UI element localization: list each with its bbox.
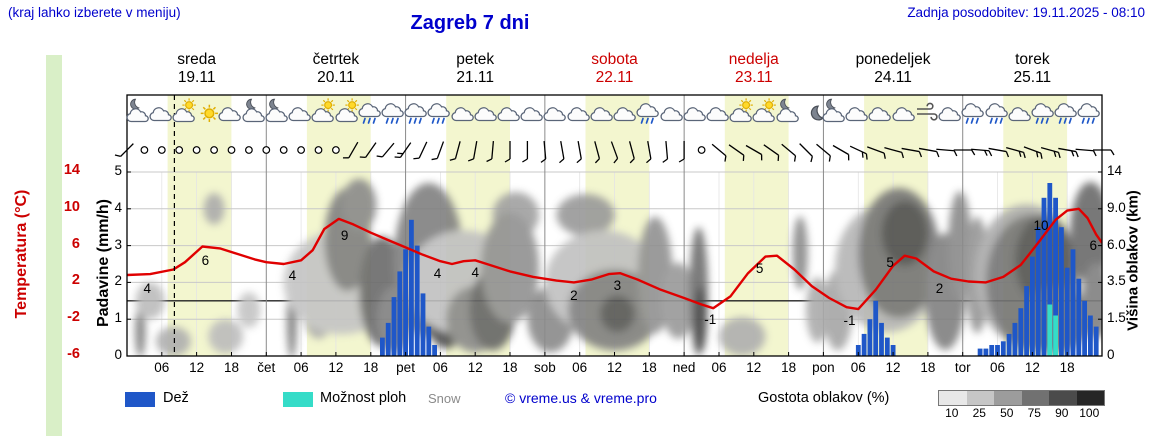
wind-barb-icon (728, 144, 745, 162)
wind-barb-icon (936, 148, 958, 157)
cloud-density-scale: 10 25 50 75 90 100 (938, 390, 1105, 420)
wind-barb-icon (901, 147, 923, 158)
wind-barb-icon (594, 141, 601, 164)
wind-barb-icon (431, 141, 445, 161)
calm-wind-icon (314, 146, 323, 154)
wind-barb-icon (522, 141, 529, 163)
wind-barb-icon (413, 141, 428, 160)
wind-barb-icon (662, 140, 669, 163)
density-swatch (1049, 391, 1077, 405)
wind-barb-icon (711, 143, 727, 162)
wind-barb-icon (1058, 147, 1079, 158)
showers-legend-label: Možnost ploh (320, 390, 407, 406)
wind-barb-icon (745, 144, 763, 161)
density-tick-label: 100 (1079, 406, 1100, 420)
density-swatch (1021, 391, 1049, 405)
density-tick-label: 10 (945, 406, 959, 420)
wind-barb-icon (540, 140, 547, 163)
calm-wind-icon (227, 146, 236, 154)
density-swatch (1076, 391, 1104, 405)
wind-barb-icon (816, 143, 831, 162)
wind-barb-icon (628, 141, 635, 164)
calm-wind-icon (332, 146, 340, 154)
wind-barb-icon (678, 141, 685, 163)
wind-barb-icon (763, 144, 780, 162)
wind-barb-icon (832, 144, 850, 161)
last-update: Zadnja posodobitev: 19.11.2025 - 08:10 (907, 5, 1145, 20)
calm-wind-icon (262, 146, 271, 154)
day-band (724, 95, 789, 356)
rain-bars (380, 183, 1099, 356)
density-tick-label: 50 (1000, 406, 1014, 420)
wind-barb-icon (576, 141, 582, 164)
density-tick-label: 75 (1027, 406, 1041, 420)
wind-barb-icon (953, 149, 976, 156)
wind-barb-icon (971, 148, 993, 157)
wind-barb-icon (1023, 146, 1043, 159)
wind-barb-icon (867, 146, 886, 159)
calm-wind-icon (192, 146, 201, 154)
wind-barb-icon (988, 147, 1010, 158)
density-tick-label: 90 (1055, 406, 1069, 420)
wind-barb-icon (504, 141, 511, 163)
wind-barb-icon (884, 147, 905, 159)
showers-swatch (283, 392, 313, 407)
wind-barb-icon (114, 143, 134, 157)
wind-barb-icon (610, 141, 619, 164)
calm-wind-icon (210, 146, 219, 154)
rain-legend-label: Dež (163, 390, 189, 406)
calm-wind-icon (157, 146, 166, 154)
wind-barb-icon (467, 141, 478, 162)
calm-wind-icon (140, 146, 149, 154)
page-title: Zagreb 7 dni (410, 12, 530, 34)
wind-barb-icon (376, 142, 395, 158)
wind-barb-icon (1093, 149, 1115, 156)
calm-wind-icon (244, 146, 253, 154)
wind-barb-icon (849, 145, 868, 160)
wind-barb-icon (559, 141, 565, 164)
wind-barb-icon (781, 143, 797, 162)
wind-barb-icon (918, 147, 940, 158)
menu-hint: (kraj lahko izberete v meniju) (8, 5, 181, 20)
calm-wind-icon (279, 146, 288, 154)
wind-barb-icon (394, 142, 412, 159)
calm-wind-icon (297, 146, 306, 154)
side-strip (46, 55, 62, 436)
density-swatch (966, 391, 994, 405)
wind-barb-icon (342, 141, 359, 159)
cloud-density-legend-label: Gostota oblakov (%) (758, 390, 890, 406)
copyright-link[interactable]: © vreme.us & vreme.pro (505, 390, 657, 406)
wind-barb-icon (1006, 147, 1026, 159)
wind-barb-icon (1040, 147, 1061, 159)
density-tick-label: 25 (972, 406, 986, 420)
wind-barb-icon (646, 141, 652, 164)
density-swatch (994, 391, 1022, 405)
density-swatch (939, 391, 967, 405)
shower-bars (1047, 304, 1058, 356)
wind-barb-icon (449, 141, 461, 161)
wind-barb-icon (799, 143, 813, 163)
wind-barb-icon (1075, 148, 1097, 157)
temperature-line (127, 207, 1102, 311)
snow-legend-label: Snow (428, 391, 461, 406)
rain-swatch (125, 392, 155, 407)
wind-barbs (114, 140, 1115, 164)
calm-wind-icon (175, 146, 184, 154)
calm-wind-icon (697, 146, 706, 154)
day-band (167, 95, 232, 356)
wind-barb-icon (486, 140, 495, 163)
wind-barb-icon (359, 142, 377, 159)
